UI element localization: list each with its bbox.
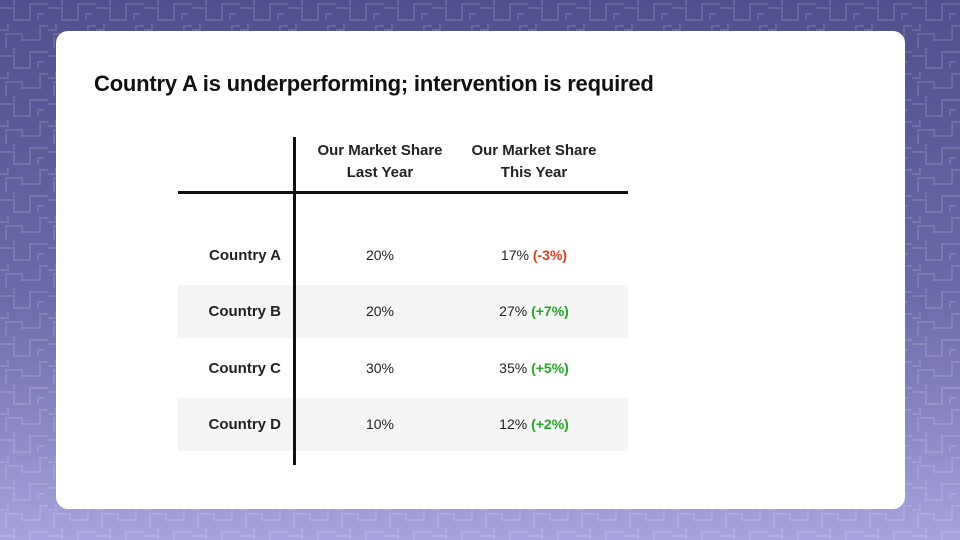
change-badge: (-3%) [532, 247, 568, 263]
this-year-value: 12% [499, 416, 528, 432]
vertical-divider [293, 137, 296, 465]
this-year-value: 17% [500, 247, 529, 263]
row-label: Country C [208, 360, 282, 377]
cell-this-year: 12% (+2%) [459, 398, 609, 451]
row-label: Country A [209, 247, 281, 264]
market-share-table: Our Market Share Last Year Our Market Sh… [178, 137, 628, 467]
cell-this-year: 35% (+5%) [459, 342, 609, 395]
slide-title: Country A is underperforming; interventi… [94, 71, 654, 96]
this-year-value: 27% [499, 303, 528, 319]
cell-this-year: 27% (+7%) [459, 285, 609, 338]
slide-card: Country A is underperforming; interventi… [56, 31, 905, 509]
change-badge: (+5%) [531, 360, 569, 376]
table-row-country-c: Country C 30% 35% (+5%) [178, 342, 628, 395]
header-last-year-line1: Our Market Share [317, 142, 443, 159]
this-year-value: 35% [499, 360, 528, 376]
change-badge: (+2%) [531, 416, 569, 432]
header-this-year-line1: Our Market Share [471, 142, 597, 159]
header-this-year: Our Market Share This Year [459, 140, 609, 184]
header-last-year: Our Market Share Last Year [305, 140, 455, 184]
cell-last-year: 20% [365, 247, 395, 263]
table-row-country-b: Country B 20% 27% (+7%) [178, 285, 628, 338]
header-this-year-line2: This Year [500, 164, 568, 181]
header-divider [178, 191, 628, 194]
row-label: Country D [208, 416, 282, 433]
cell-last-year: 30% [365, 360, 395, 376]
cell-last-year: 10% [365, 416, 395, 432]
cell-last-year: 20% [365, 303, 395, 319]
cell-this-year: 17% (-3%) [459, 229, 609, 282]
table-row-country-d: Country D 10% 12% (+2%) [178, 398, 628, 451]
header-last-year-line2: Last Year [346, 164, 414, 181]
table-row-country-a: Country A 20% 17% (-3%) [178, 229, 628, 282]
row-label: Country B [208, 303, 282, 320]
change-badge: (+7%) [531, 303, 569, 319]
